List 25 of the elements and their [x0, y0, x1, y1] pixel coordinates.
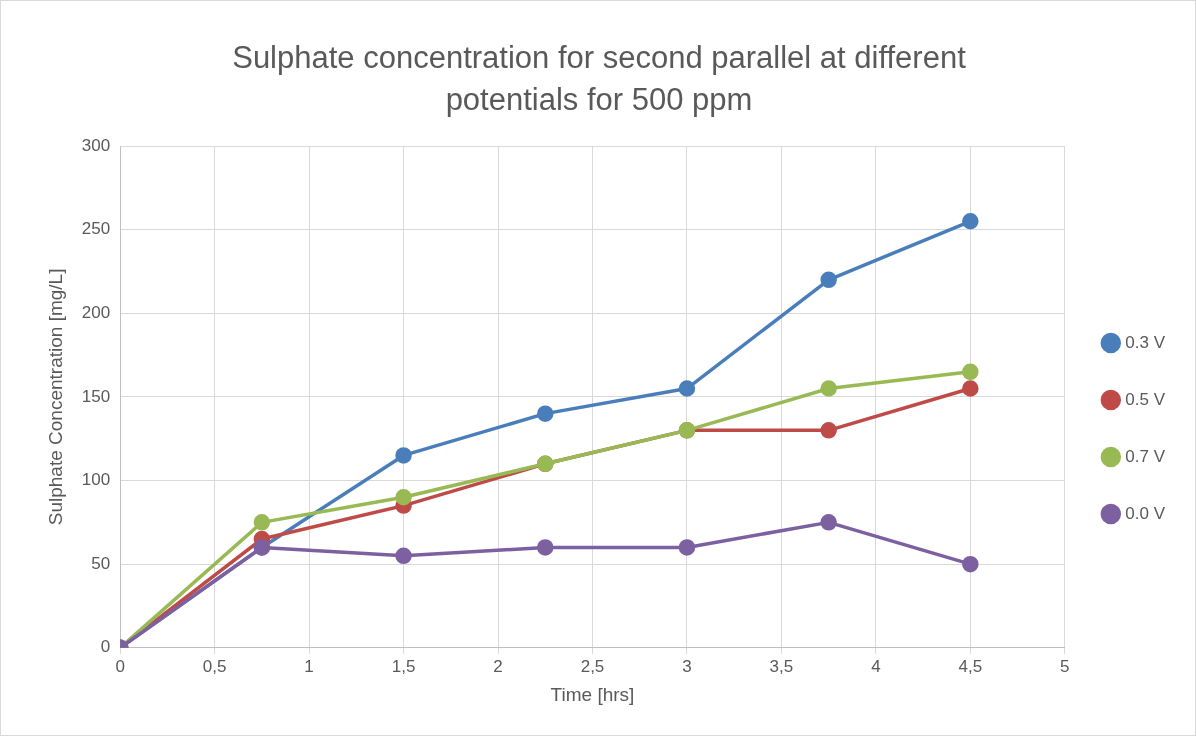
y-tick-label: 50 — [91, 553, 111, 573]
legend-label: 0.7 V — [1125, 446, 1166, 466]
chart-title: Sulphate concentration for second parallel at different potentials for 500 ppm — [231, 39, 967, 119]
y-tick-label: 150 — [81, 386, 111, 406]
x-tick-label: 2,5 — [580, 656, 605, 676]
legend-label: 0.5 V — [1125, 389, 1166, 409]
y-tick-label: 250 — [81, 219, 111, 239]
y-axis-title: Sulphate Concentration [mg/L] — [44, 268, 66, 526]
x-tick-label: 0 — [115, 656, 125, 676]
legend-label: 0.3 V — [1125, 332, 1166, 352]
y-tick-label: 0 — [100, 637, 111, 657]
x-tick-label: 0,5 — [202, 656, 227, 676]
x-tick-label: 3,5 — [769, 656, 794, 676]
x-tick-label: 1,5 — [391, 656, 416, 676]
x-tick-label: 4 — [871, 656, 881, 676]
y-tick-label: 100 — [81, 470, 111, 490]
x-axis-title: Time [hrs] — [550, 683, 635, 705]
x-tick-label: 1 — [304, 656, 314, 676]
x-tick-label: 3 — [682, 656, 692, 676]
x-tick-label: 4,5 — [958, 656, 983, 676]
x-tick-label: 2 — [493, 656, 503, 676]
y-tick-label: 300 — [81, 135, 111, 155]
legend-label: 0.0 V — [1125, 503, 1166, 523]
x-tick-label: 5 — [1060, 656, 1070, 676]
y-tick-label: 200 — [81, 302, 111, 322]
